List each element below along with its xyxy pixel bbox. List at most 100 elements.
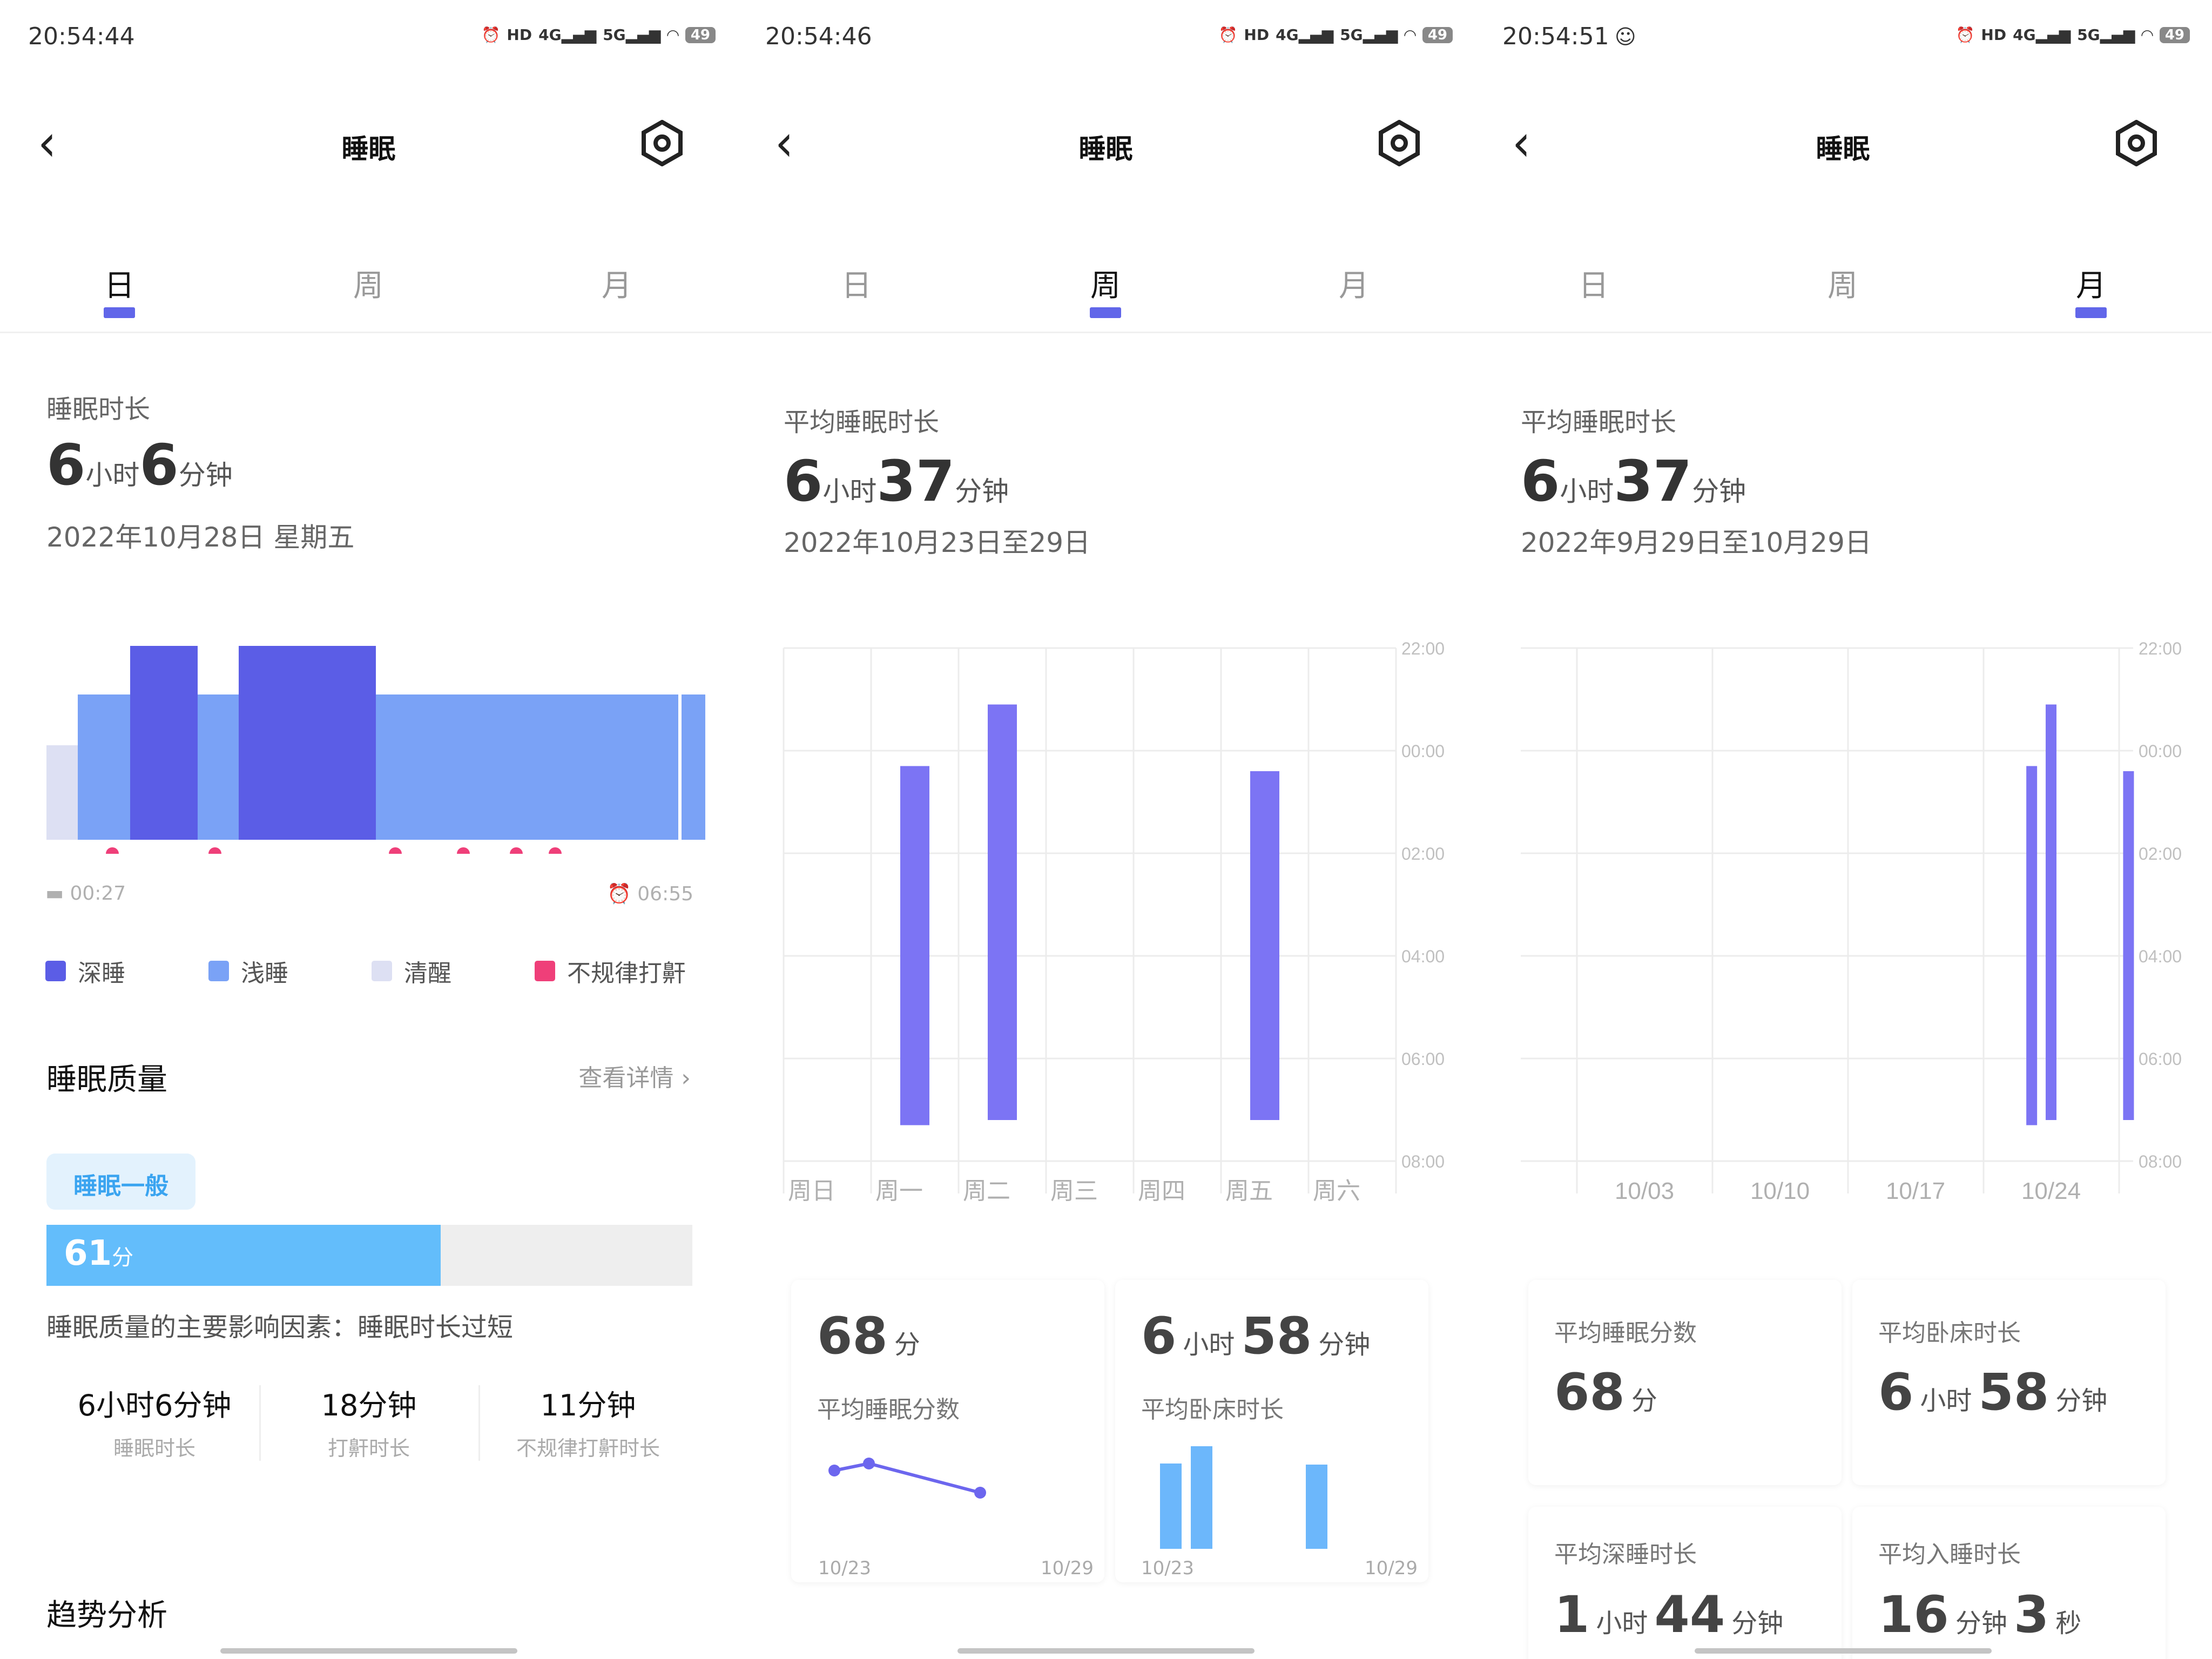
hours-value: 6 [1521,448,1560,514]
hours-unit: 小时 [85,460,140,491]
back-icon[interactable]: ‹ [775,113,794,173]
status-tray: ⏰ HD 4G▂▄▆ 5G▂▄▆ ◠ 49 [1956,26,2190,44]
hours-value: 6 [784,448,823,514]
4g-icon: 4G▂▄▆ [1276,26,1334,44]
avg-score-label: 平均睡眠分数 [1554,1319,1697,1347]
5g-icon: 5G▂▄▆ [2077,26,2135,44]
factor-text: 睡眠质量的主要影响因素：睡眠时长过短 [46,1312,514,1343]
quality-score: 61分 [64,1233,134,1273]
tab-divider [1474,332,2211,333]
x-tick-label: 10/03 [1615,1178,1674,1204]
card-avg-in-bed[interactable] [1852,1280,2166,1485]
avg-score-label: 平均睡眠分数 [817,1396,960,1424]
in-bed-bar [1306,1465,1327,1549]
minutes-unit: 分钟 [178,460,233,491]
chevron-right-icon: › [681,1064,691,1092]
card-avg-deep[interactable] [1528,1507,1842,1659]
sleep-bar [2123,771,2134,1120]
stat-divider [478,1385,480,1461]
tab-week[interactable]: 周 [1051,261,1159,318]
hours-unit: 小时 [1560,476,1614,507]
hours-value: 6 [46,432,86,498]
x-tick-label: 10/10 [1750,1178,1810,1204]
y-tick-label: 02:00 [2139,844,2182,864]
tab-week[interactable]: 周 [1827,268,1858,304]
tab-month[interactable]: 月 [1339,268,1369,304]
status-tray: ⏰ HD 4G▂▄▆ 5G▂▄▆ ◠ 49 [482,26,716,44]
stage-awake [46,745,78,840]
home-indicator[interactable] [220,1648,517,1654]
notification-icon: ☺ [1615,25,1636,49]
tab-month[interactable]: 月 [2037,261,2145,318]
card1-x-end: 10/29 [1041,1557,1094,1579]
avg-score-value: 68 分 [1554,1363,1657,1422]
y-tick-label: 04:00 [1401,947,1445,966]
alarm-icon: ⏰ [481,26,501,44]
legend-swatch [208,961,229,981]
tab-day[interactable]: 日 [841,268,872,304]
date-range: 2022年10月23日至29日 [784,527,1091,558]
avg-deep-value: 1 小时 44 分钟 [1554,1586,1784,1644]
home-indicator[interactable] [957,1648,1255,1654]
summary-label: 睡眠时长 [46,394,151,424]
page-title: 睡眠 [341,133,396,165]
card-avg-fall-asleep[interactable] [1852,1507,2166,1659]
sleep-stage-chart [46,646,705,854]
sleep-bar [1250,771,1279,1120]
legend-awake: 清醒 [372,954,451,988]
avg-score-value: 68 分 [817,1307,920,1366]
hd-icon: HD [1981,26,2007,44]
settings-icon[interactable] [2113,120,2160,166]
tab-day[interactable]: 日 [1579,268,1609,304]
score-line-chart [828,1458,986,1499]
tab-day[interactable]: 日 [65,261,173,318]
y-tick-label: 22:00 [2139,639,2182,658]
tab-divider [0,332,737,333]
card-avg-score[interactable] [791,1280,1104,1582]
y-tick-label: 00:00 [2139,741,2182,761]
5g-icon: 5G▂▄▆ [1340,26,1398,44]
tab-month[interactable]: 月 [602,268,632,304]
tab-week[interactable]: 周 [353,268,383,304]
score-point [863,1458,875,1469]
sleep-bar [988,704,1017,1120]
details-link[interactable]: 查看详情 › [578,1064,691,1092]
bed-icon: ▬ [45,882,70,905]
home-indicator[interactable] [1695,1648,1992,1654]
x-tick-label: 周五 [1225,1178,1273,1204]
avg-sleep-duration: 6小时37分钟 [784,448,1009,514]
score-point [974,1487,986,1499]
summary-label: 平均睡眠时长 [1521,407,1677,437]
avg-fall-asleep-value: 16 分钟 3 秒 [1878,1586,2082,1644]
stat-snore-duration: 18分钟 打鼾时长 [321,1388,417,1460]
tab-indicator [1090,307,1121,318]
y-tick-label: 22:00 [1401,639,1445,658]
y-tick-label: 06:00 [1401,1049,1445,1069]
hd-icon: HD [507,26,532,44]
status-time: 20:54:44 [28,23,135,50]
hd-icon: HD [1244,26,1270,44]
stat-sleep-duration: 6小时6分钟 睡眠时长 [77,1388,232,1460]
snore-marker [389,847,402,854]
snore-marker [510,847,523,854]
card-avg-score[interactable] [1528,1280,1842,1485]
x-tick-label: 10/17 [1886,1178,1945,1204]
tab-divider [737,332,1474,333]
stat-divider [259,1385,261,1461]
month-screen: 20:54:51 ☺ ⏰ HD 4G▂▄▆ 5G▂▄▆ ◠ 49 ‹ 睡眠 日 … [1474,0,2211,1659]
stage-deep [239,646,376,840]
alarm-clock-icon: ⏰ [607,883,638,905]
back-icon[interactable]: ‹ [1512,113,1531,173]
avg-in-bed-label: 平均卧床时长 [1141,1396,1284,1424]
back-icon[interactable]: ‹ [38,113,57,173]
settings-icon[interactable] [639,120,685,166]
in-bed-bar-chart [1160,1446,1327,1549]
settings-icon[interactable] [1376,120,1422,166]
sleep-bar [900,766,929,1125]
tab-indicator [2075,307,2107,318]
avg-sleep-duration: 6小时37分钟 [1521,448,1746,514]
card2-x-start: 10/23 [1141,1557,1194,1579]
legend-light: 浅睡 [208,954,288,988]
sleep-duration: 6小时6分钟 [46,432,233,498]
y-tick-label: 04:00 [2139,947,2182,966]
